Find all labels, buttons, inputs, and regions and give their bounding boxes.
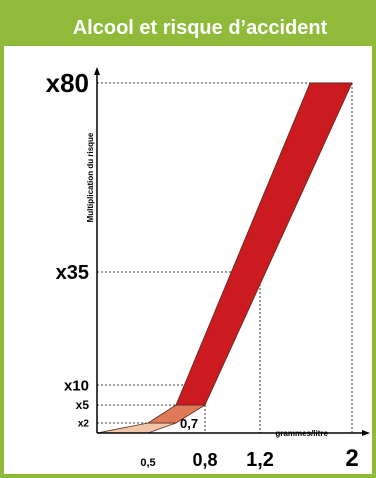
x-axis-arrow [362, 430, 370, 436]
x-tick-label-2: 2 [345, 445, 358, 472]
x-extra-label: 0,7 [180, 416, 198, 431]
y-axis-title: Multiplication du risque [86, 132, 95, 222]
y-tick-label-5: x5 [76, 398, 90, 412]
y-tick-label-2: x2 [78, 419, 90, 430]
x-tick-label-1.2: 1,2 [246, 449, 274, 471]
band-high [175, 82, 353, 406]
x-axis-title: grammes/litre [275, 429, 328, 438]
title-bar [2, 2, 374, 46]
x-tick-label-0.8: 0,8 [192, 450, 217, 470]
y-tick-label-35: x35 [56, 262, 89, 284]
chart-title: Alcool et risque d’accident [73, 17, 328, 39]
x-tick-label-0.5: 0,5 [140, 457, 155, 469]
band-low [96, 422, 177, 434]
y-tick-label-10: x10 [64, 377, 89, 394]
y-axis-arrow [94, 67, 100, 75]
y-tick-label-80: x80 [46, 68, 89, 98]
plot-area: x2 x5 x10 x35 x80 0,5 0,8 1,2 2 0,7 grammes/litre M… [46, 67, 370, 472]
